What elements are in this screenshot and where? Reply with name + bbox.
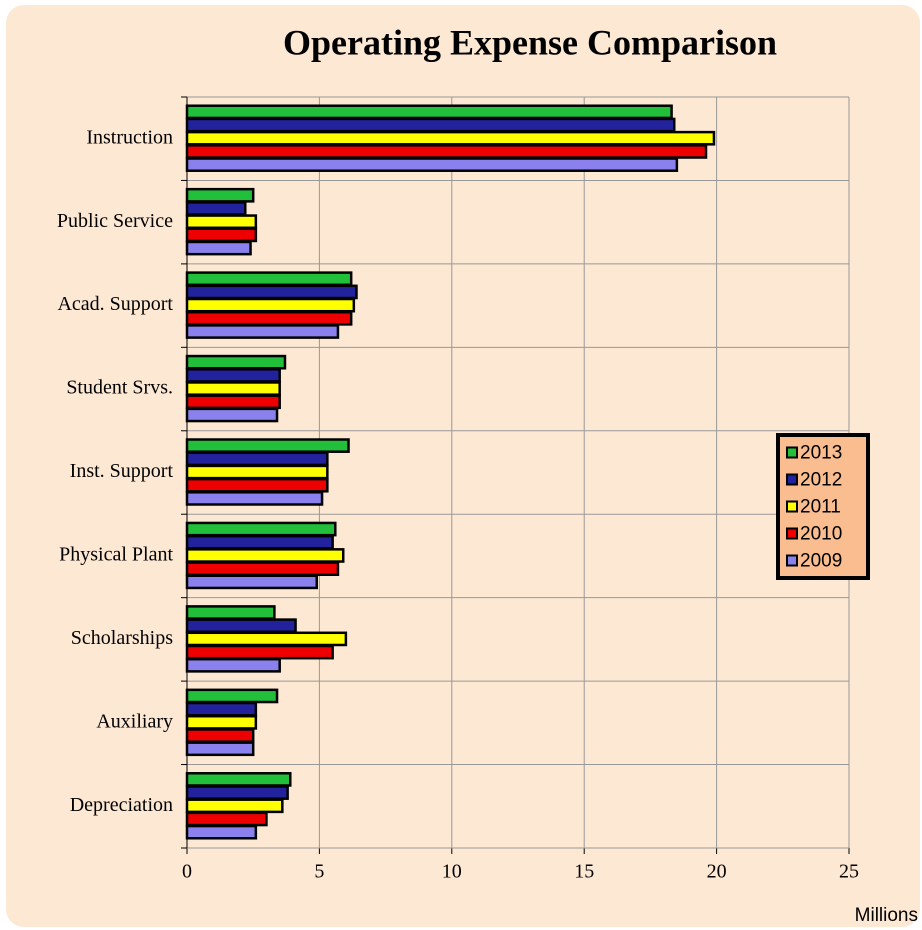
y-tick-label: Auxiliary bbox=[96, 710, 173, 732]
bar bbox=[185, 144, 708, 159]
bar bbox=[185, 798, 284, 814]
bar bbox=[185, 688, 279, 704]
bar bbox=[185, 451, 329, 467]
bar bbox=[185, 521, 337, 537]
bar bbox=[185, 104, 673, 120]
legend: 2013 2012 2011 2010 2009 bbox=[776, 433, 870, 580]
bar bbox=[185, 741, 255, 757]
y-tick-label: Public Service bbox=[57, 210, 173, 232]
legend-swatch bbox=[786, 446, 798, 459]
bar bbox=[185, 394, 281, 410]
legend-label: 2011 bbox=[800, 497, 841, 518]
bar bbox=[185, 271, 353, 287]
y-tick-label: Depreciation bbox=[70, 794, 173, 816]
bar bbox=[185, 605, 276, 620]
bar bbox=[185, 491, 324, 506]
x-tick-label: 25 bbox=[839, 861, 859, 883]
bar bbox=[185, 548, 345, 563]
bar bbox=[185, 618, 297, 634]
bar bbox=[185, 534, 334, 550]
y-tick-label: Instruction bbox=[86, 126, 173, 148]
bar bbox=[185, 187, 255, 203]
bar bbox=[185, 214, 258, 230]
bar bbox=[185, 368, 281, 383]
bar bbox=[185, 574, 319, 590]
y-tick-label: Acad. Support bbox=[57, 293, 173, 315]
bar bbox=[185, 701, 258, 717]
bar bbox=[185, 772, 292, 787]
legend-box bbox=[776, 433, 870, 580]
bar bbox=[185, 811, 268, 827]
bar bbox=[185, 631, 348, 647]
bar bbox=[185, 381, 281, 396]
legend-label: 2009 bbox=[800, 551, 842, 572]
bar bbox=[185, 714, 258, 730]
legend-label: 2012 bbox=[800, 470, 842, 491]
x-tick-label: 10 bbox=[442, 861, 462, 883]
x-axis-label: Millions bbox=[855, 905, 918, 926]
bar bbox=[185, 284, 358, 300]
x-tick-label: 5 bbox=[314, 861, 324, 883]
legend-label: 2010 bbox=[800, 524, 842, 545]
bar bbox=[185, 310, 353, 326]
bar bbox=[185, 117, 676, 133]
bar bbox=[185, 438, 350, 453]
y-tick-label: Scholarships bbox=[71, 627, 173, 649]
bar bbox=[185, 657, 281, 673]
x-tick-label: 15 bbox=[574, 861, 594, 883]
y-tick-label: Physical Plant bbox=[59, 544, 173, 566]
bar bbox=[185, 785, 289, 800]
y-tick-label: Student Srvs. bbox=[66, 377, 173, 399]
bar bbox=[185, 297, 356, 313]
bar bbox=[185, 464, 329, 480]
bar bbox=[185, 130, 716, 146]
bar bbox=[185, 477, 329, 493]
bar bbox=[185, 227, 258, 243]
bar bbox=[185, 407, 279, 423]
bar bbox=[185, 324, 340, 339]
bar bbox=[185, 201, 247, 216]
x-tick-label: 20 bbox=[707, 861, 727, 883]
legend-swatch bbox=[786, 500, 798, 513]
bar bbox=[185, 157, 679, 172]
legend-swatch bbox=[786, 554, 798, 567]
bar bbox=[185, 644, 334, 660]
legend-label: 2013 bbox=[800, 443, 842, 464]
chart-title: Operating Expense Comparison bbox=[283, 22, 777, 62]
bar bbox=[185, 728, 255, 743]
y-tick-label: Inst. Support bbox=[70, 460, 174, 482]
bar bbox=[185, 824, 258, 840]
bar bbox=[185, 354, 287, 370]
legend-swatch bbox=[786, 473, 798, 486]
bar bbox=[185, 240, 252, 256]
x-tick-label: 0 bbox=[182, 861, 192, 883]
legend-swatch bbox=[786, 527, 798, 540]
bar bbox=[185, 561, 340, 576]
